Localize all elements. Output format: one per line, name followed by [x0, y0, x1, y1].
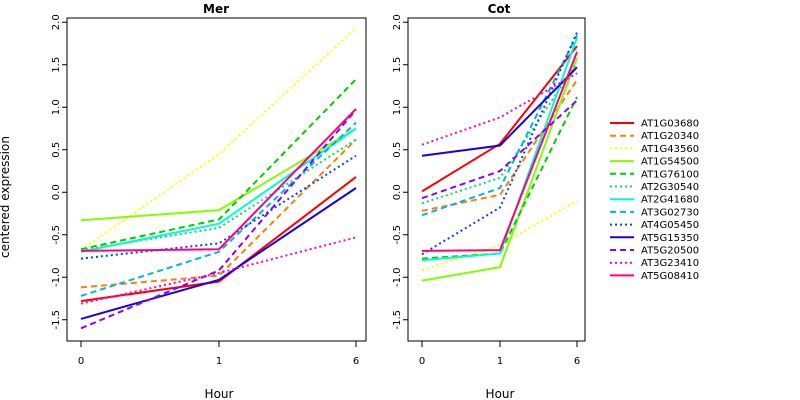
series-line-at5g08410: [80, 108, 357, 252]
legend-label: AT1G20340: [641, 131, 699, 142]
y-tick-label: 1.5: [392, 57, 403, 73]
series-line-at3g02730: [421, 34, 578, 217]
y-tick-label: -1.0: [392, 267, 403, 287]
series-line-at3g23410: [421, 72, 578, 146]
legend-label: AT1G54500: [641, 157, 699, 168]
series-line-at5g15350: [421, 66, 578, 157]
x-axis-title: Hour: [205, 387, 234, 400]
x-axis: 0 1 6: [419, 340, 580, 367]
legend-label: AT5G20500: [641, 246, 699, 257]
y-tick-label: 0.5: [392, 142, 403, 158]
series-line-at2g41680: [421, 37, 578, 262]
y-tick-label: 1.0: [392, 99, 403, 115]
y-tick-label: -1.0: [51, 267, 62, 287]
x-tick-label: 0: [419, 356, 425, 367]
plot-box: [407, 17, 586, 342]
legend-label: AT1G43560: [641, 144, 699, 155]
series-line-at1g76100: [80, 78, 357, 251]
series-line-at2g41680: [80, 127, 357, 253]
series-line-at1g03680: [421, 45, 578, 193]
y-tick-label: 2.0: [51, 14, 62, 30]
panel-title: Mer: [203, 2, 229, 16]
series-line-at5g08410: [421, 51, 578, 252]
series-line-at3g02730: [80, 121, 357, 297]
series-lines: [80, 27, 357, 330]
x-tick-label: 0: [78, 356, 84, 367]
y-axis: -1.5 -1.0 -0.5 0.0 0.5 1.0 1.5 2.0: [392, 14, 408, 330]
y-tick-label: 2.0: [392, 14, 403, 30]
series-line-at1g43560: [421, 199, 578, 272]
y-tick-label: 1.5: [51, 57, 62, 73]
plot-box: [66, 17, 367, 342]
series-line-at1g03680: [80, 176, 357, 303]
y-tick-label: 1.0: [51, 99, 62, 115]
legend-label: AT2G30540: [641, 182, 699, 193]
panel-mer: Mer -1.5 -1.0 -0.5 0.0 0.5 1.0 1.5 2.0 0 1 6 Hour: [51, 2, 367, 400]
legend-label: AT4G05450: [641, 220, 699, 231]
y-tick-label: -0.5: [392, 225, 403, 245]
x-tick-label: 1: [497, 356, 503, 367]
y-tick-label: 0.5: [51, 142, 62, 158]
legend-label: AT5G15350: [641, 233, 699, 244]
legend-label: AT2G41680: [641, 195, 699, 206]
x-axis: 0 1 6: [78, 340, 359, 367]
series-lines: [421, 31, 578, 282]
legend-label: AT5G08410: [641, 271, 699, 282]
y-tick-label: 0.0: [51, 184, 62, 200]
legend-label: AT3G02730: [641, 207, 699, 218]
x-tick-label: 6: [574, 356, 580, 367]
legend-label: AT3G23410: [641, 258, 699, 269]
series-line-at4g05450: [80, 154, 357, 260]
series-line-at4g05450: [421, 31, 578, 256]
y-tick-label: -1.5: [51, 310, 62, 330]
legend-label: AT1G03680: [641, 119, 699, 130]
series-line-at1g76100: [421, 96, 578, 260]
y-axis: -1.5 -1.0 -0.5 0.0 0.5 1.0 1.5 2.0: [51, 14, 67, 330]
series-line-at3g23410: [80, 236, 357, 305]
x-axis-title: Hour: [486, 387, 515, 400]
series-line-at1g43560: [80, 27, 357, 251]
series-line-at5g20500: [421, 99, 578, 200]
series-line-at1g20340: [80, 138, 357, 289]
series-line-at5g20500: [80, 109, 357, 330]
y-tick-label: -0.5: [51, 225, 62, 245]
y-axis-title: centered expression: [0, 136, 12, 258]
y-tick-label: 0.0: [392, 184, 403, 200]
x-tick-label: 1: [216, 356, 222, 367]
panel-title: Cot: [488, 2, 511, 16]
y-tick-label: -1.5: [392, 310, 403, 330]
series-line-at5g15350: [80, 187, 357, 320]
x-tick-label: 6: [353, 356, 359, 367]
legend-label: AT1G76100: [641, 169, 699, 180]
series-line-at1g54500: [421, 57, 578, 282]
series-line-at1g54500: [80, 127, 357, 222]
panel-cot: Cot -1.5 -1.0 -0.5 0.0 0.5 1.0 1.5 2.0 0 1 6 Hour: [392, 2, 586, 400]
